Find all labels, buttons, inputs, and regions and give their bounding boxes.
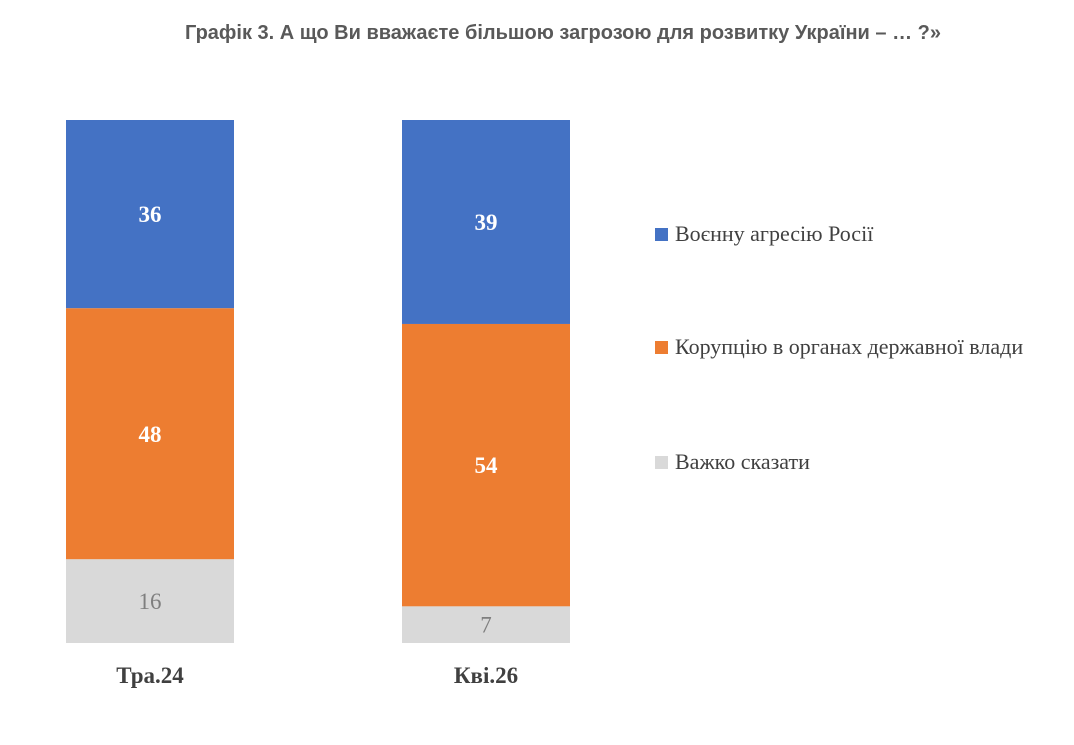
legend-swatch-corruption <box>655 341 668 354</box>
legend-swatch-hard-to-say <box>655 456 668 469</box>
bar-segment-military-2 <box>402 120 570 324</box>
bar-segment-hard-to-say-2 <box>402 606 570 643</box>
data-label-hard-to-say-1: 16 <box>139 589 162 614</box>
legend-item-corruption: Корупцію в органах державної влади <box>655 331 1055 362</box>
chart-title: Графік 3. А що Ви вважаєте більшою загро… <box>185 22 941 44</box>
category-label-1: Тра.24 <box>116 663 184 688</box>
data-label-corruption-1: 48 <box>139 422 162 447</box>
bar-segment-corruption-1 <box>66 308 234 560</box>
bar-segment-corruption-2 <box>402 323 570 607</box>
bar-segment-hard-to-say-1 <box>66 559 234 643</box>
data-label-hard-to-say-2: 7 <box>480 613 492 638</box>
legend-label-corruption: Корупцію в органах державної влади <box>675 334 1024 359</box>
legend-item-military: Воєнну агресію Росії <box>655 218 1055 249</box>
legend-swatch-military <box>655 228 668 241</box>
bar-segment-military-1 <box>66 120 234 309</box>
legend-item-hard-to-say: Важко сказати <box>655 446 1055 477</box>
data-label-military-2: 39 <box>475 210 498 235</box>
data-label-corruption-2: 54 <box>475 453 499 478</box>
legend-label-hard-to-say: Важко сказати <box>675 449 810 474</box>
data-label-military-1: 36 <box>139 202 162 227</box>
category-label-2: Кві.26 <box>454 663 518 688</box>
legend-label-military: Воєнну агресію Росії <box>675 221 874 246</box>
